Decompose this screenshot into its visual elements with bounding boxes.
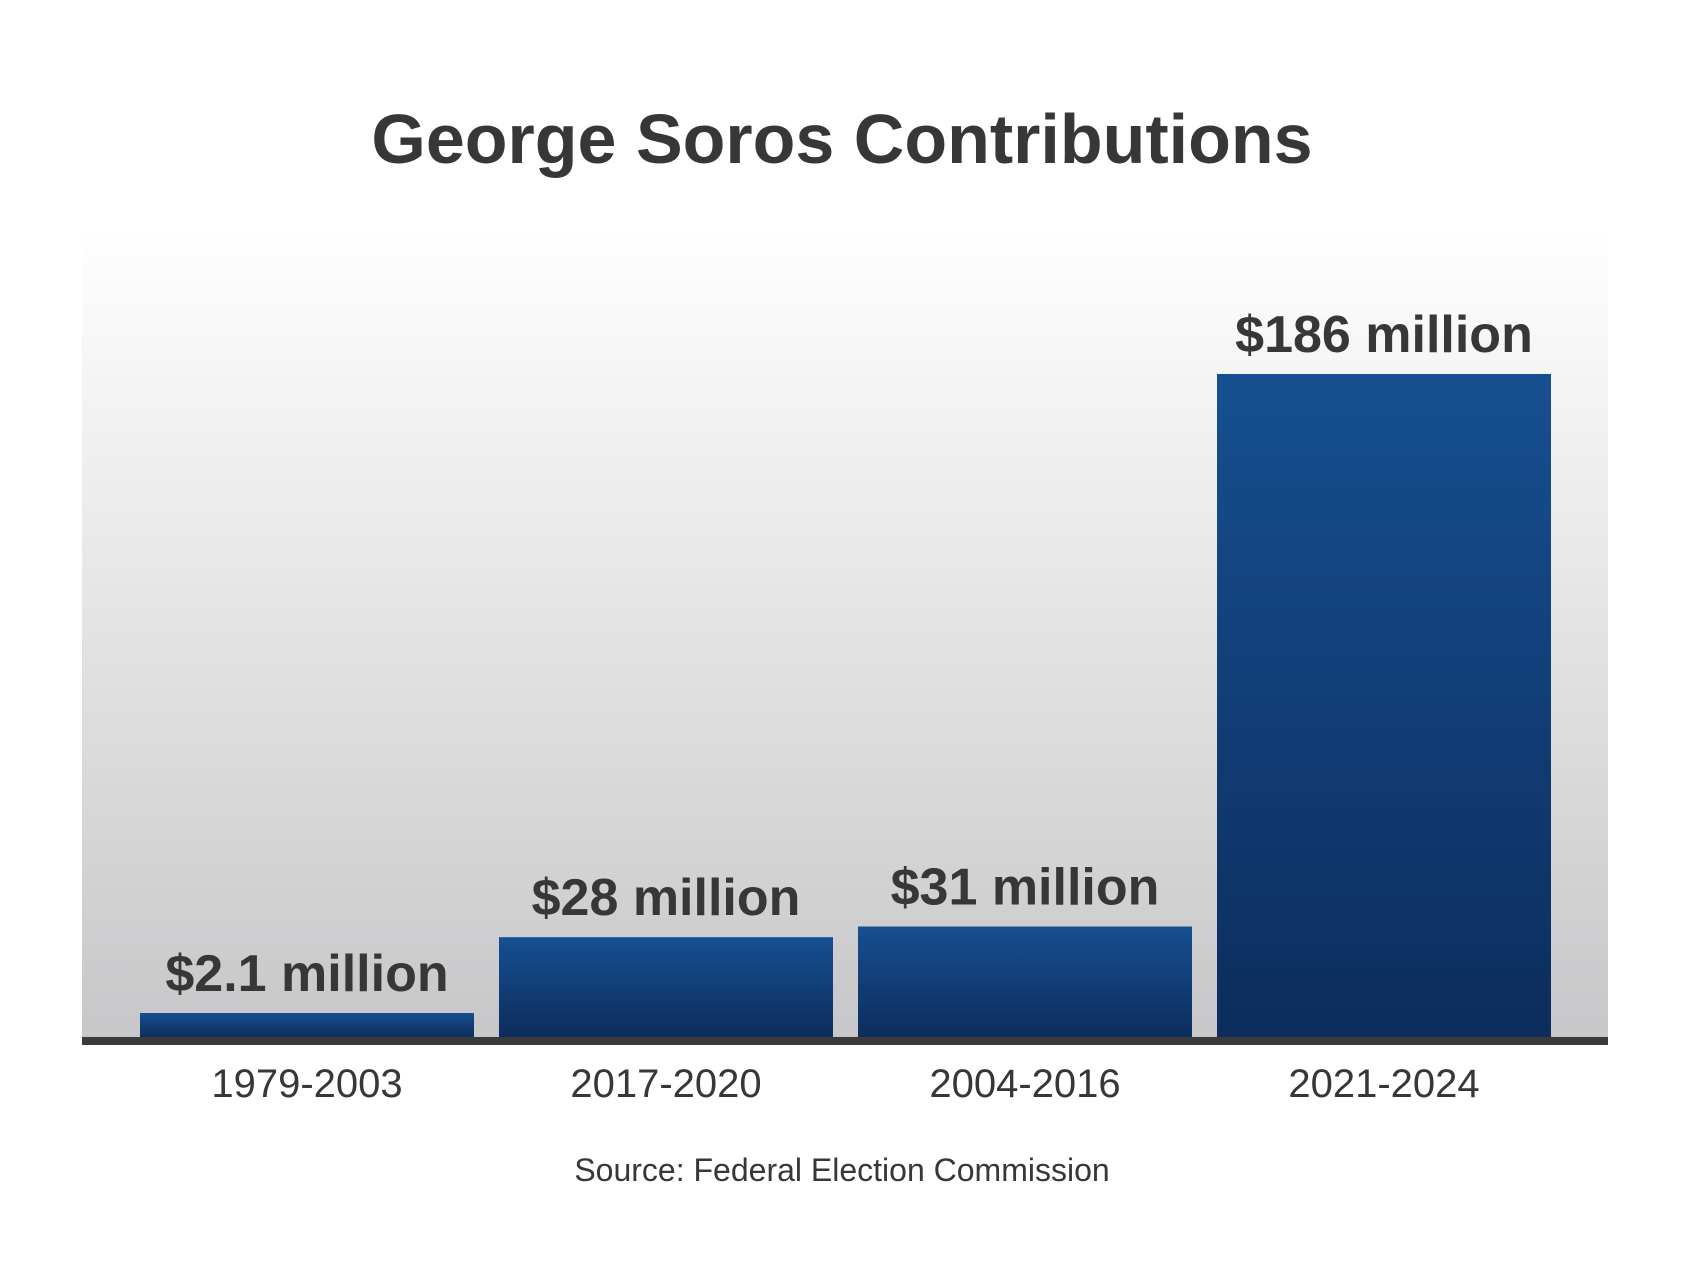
bar-2021-2024 (1217, 374, 1551, 1037)
category-label-1979-2003: 1979-2003 (211, 1062, 402, 1106)
category-labels-group: 1979-2003 2017-2020 2004-2016 2021-2024 (211, 1062, 1479, 1106)
bar-1979-2003 (140, 1013, 474, 1037)
value-labels-group: $2.1 million $28 million $31 million $186 m… (165, 306, 1532, 1003)
bars-group (140, 374, 1551, 1037)
value-label-2004-2016: $31 million (891, 859, 1160, 917)
category-label-2021-2024: 2021-2024 (1288, 1062, 1479, 1106)
value-label-1979-2003: $2.1 million (165, 945, 448, 1003)
chart-title: George Soros Contributions (371, 100, 1312, 178)
bar-2017-2020 (499, 937, 833, 1037)
x-axis-baseline (82, 1037, 1608, 1045)
bar-2004-2016 (858, 926, 1192, 1037)
category-label-2004-2016: 2004-2016 (929, 1062, 1120, 1106)
source-note: Source: Federal Election Commission (574, 1152, 1109, 1188)
category-label-2017-2020: 2017-2020 (570, 1062, 761, 1106)
value-label-2021-2024: $186 million (1235, 306, 1533, 364)
value-label-2017-2020: $28 million (532, 869, 801, 927)
